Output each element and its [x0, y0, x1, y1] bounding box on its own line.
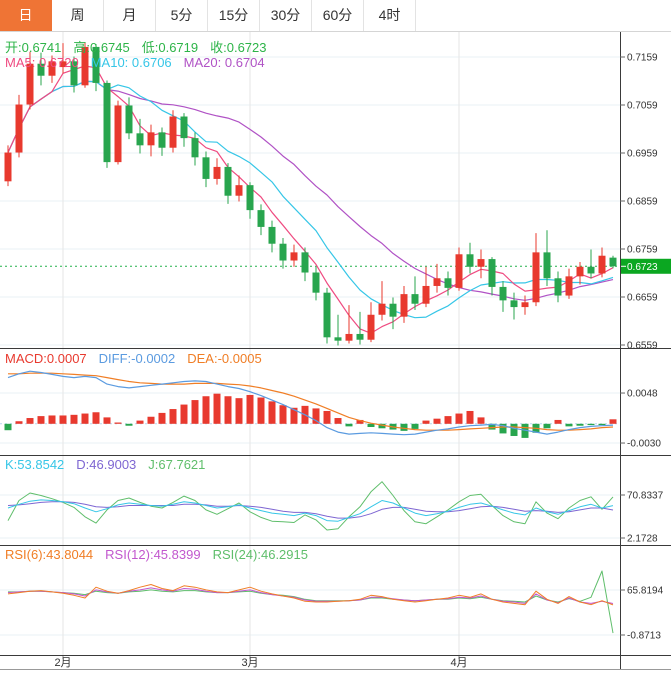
candle	[158, 132, 166, 148]
y-axis-label: 0.6759	[627, 245, 658, 256]
y-axis-label: 0.6859	[627, 197, 658, 208]
candle	[323, 292, 331, 338]
candle	[59, 61, 67, 68]
candle	[345, 333, 353, 341]
candle	[356, 333, 364, 340]
candle	[565, 276, 573, 296]
tab-day[interactable]: 日	[0, 0, 52, 31]
candle	[389, 303, 397, 317]
x-axis-month-label: 2月	[54, 657, 71, 669]
candle	[301, 252, 309, 273]
candle	[609, 257, 617, 267]
candle	[433, 278, 441, 286]
y-axis-label: 70.8337	[627, 491, 664, 502]
candle	[213, 166, 221, 179]
candle	[477, 259, 485, 267]
tab-5min[interactable]: 5分	[156, 0, 208, 31]
y-axis-label: 0.7059	[627, 101, 658, 112]
candle	[235, 185, 243, 196]
candle	[411, 294, 419, 304]
y-axis-label: -0.0030	[627, 439, 661, 450]
candle	[136, 133, 144, 146]
candle	[422, 285, 430, 304]
y-axis-label: 0.6959	[627, 149, 658, 160]
candle	[268, 226, 276, 244]
candle	[246, 185, 254, 211]
candle	[334, 337, 342, 341]
candle	[499, 286, 507, 301]
current-price-value: 0.6723	[627, 262, 658, 273]
candle	[4, 152, 12, 182]
y-axis-label: 0.6559	[627, 341, 658, 352]
timeframe-tabs: 日 周 月 5分 15分 30分 60分 4时	[0, 0, 671, 32]
candle	[378, 303, 386, 315]
candle	[587, 266, 595, 274]
gridlines	[0, 32, 620, 655]
candle	[180, 116, 188, 139]
y-axis-label: 0.0048	[627, 389, 658, 400]
candle	[70, 61, 78, 86]
candle	[26, 63, 34, 105]
candle	[367, 314, 375, 340]
y-axis-label: 0.6659	[627, 293, 658, 304]
candle	[279, 243, 287, 261]
candle	[81, 46, 89, 86]
candle	[543, 252, 551, 279]
candle	[257, 210, 265, 227]
tab-15min[interactable]: 15分	[208, 0, 260, 31]
candle	[466, 254, 474, 267]
candle	[532, 252, 540, 303]
candle	[125, 105, 133, 134]
x-axis-month-label: 3月	[241, 657, 258, 669]
candle	[202, 157, 210, 179]
candle	[576, 266, 584, 277]
candle	[15, 104, 23, 153]
candle	[488, 259, 496, 287]
candle	[455, 254, 463, 288]
tab-month[interactable]: 月	[104, 0, 156, 31]
candle	[224, 166, 232, 196]
candle	[444, 278, 452, 288]
candle	[510, 300, 518, 308]
candle	[48, 61, 56, 76]
candle	[92, 46, 100, 83]
tab-week[interactable]: 周	[52, 0, 104, 31]
current-price-tag	[621, 258, 671, 274]
candle	[312, 272, 320, 293]
candle	[400, 294, 408, 317]
tab-4hour[interactable]: 4时	[364, 0, 416, 31]
y-axis-label: 65.8194	[627, 586, 664, 597]
candle	[37, 63, 45, 76]
candle	[114, 105, 122, 163]
candle	[598, 255, 606, 274]
candle	[147, 132, 155, 146]
axis: 2月 3月 4月 0.7159 0.7059 0.6959 0.6859 0.6759 0.66…	[0, 32, 671, 670]
y-axis-label: 2.1728	[627, 533, 658, 544]
plot-data	[4, 42, 617, 634]
candle	[554, 278, 562, 296]
candle	[521, 302, 529, 308]
y-axis-label: -0.8713	[627, 631, 661, 642]
tab-30min[interactable]: 30分	[260, 0, 312, 31]
candle	[103, 82, 111, 163]
candle	[290, 252, 298, 261]
x-axis-month-label: 4月	[450, 657, 467, 669]
tab-60min[interactable]: 60分	[312, 0, 364, 31]
y-axis-label: 0.7159	[627, 53, 658, 64]
candle	[169, 116, 177, 148]
candle	[191, 138, 199, 158]
